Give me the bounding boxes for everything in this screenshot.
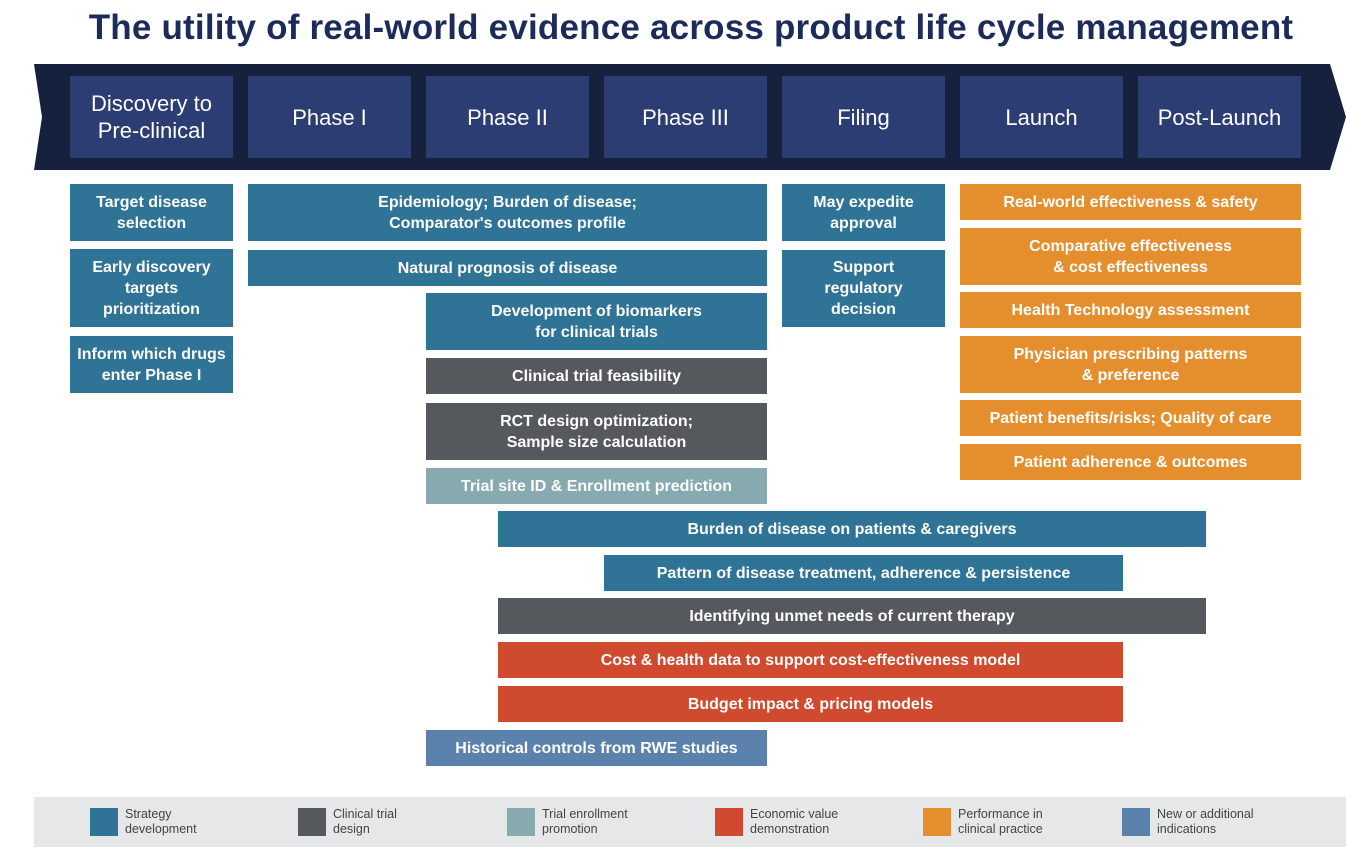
box-inform-drugs: Inform which drugs enter Phase I	[70, 336, 233, 393]
box-patient-benefits: Patient benefits/risks; Quality of care	[960, 400, 1301, 436]
box-rw-effectiveness: Real-world effectiveness & safety	[960, 184, 1301, 220]
box-biomarkers: Development of biomarkers for clinical t…	[426, 293, 767, 350]
box-cost-health-data: Cost & health data to support cost-effec…	[498, 642, 1123, 678]
legend-swatch-enrollment	[507, 808, 535, 836]
legend-label: Strategy development	[125, 807, 197, 836]
phase-filing: Filing	[782, 76, 945, 158]
legend-item-enrollment: Trial enrollment promotion	[507, 807, 628, 836]
phase-discovery: Discovery to Pre-clinical	[70, 76, 233, 158]
box-budget-impact: Budget impact & pricing models	[498, 686, 1123, 722]
legend-swatch-economic	[715, 808, 743, 836]
legend-swatch-strategy	[90, 808, 118, 836]
box-early-discovery: Early discovery targets prioritization	[70, 249, 233, 327]
box-unmet-needs: Identifying unmet needs of current thera…	[498, 598, 1206, 634]
box-expedite-approval: May expedite approval	[782, 184, 945, 241]
legend-swatch-performance	[923, 808, 951, 836]
box-historical-controls: Historical controls from RWE studies	[426, 730, 767, 766]
box-prescribing-patterns: Physician prescribing patterns & prefere…	[960, 336, 1301, 393]
box-feasibility: Clinical trial feasibility	[426, 358, 767, 394]
legend-label: Trial enrollment promotion	[542, 807, 628, 836]
legend-swatch-new-indications	[1122, 808, 1150, 836]
page-title: The utility of real-world evidence acros…	[88, 8, 1294, 47]
phase-2: Phase II	[426, 76, 589, 158]
legend-label: Economic value demonstration	[750, 807, 839, 836]
box-hta: Health Technology assessment	[960, 292, 1301, 328]
legend-label: Performance in clinical practice	[958, 807, 1043, 836]
legend-item-strategy: Strategy development	[90, 807, 197, 836]
legend-item-performance: Performance in clinical practice	[923, 807, 1043, 836]
phase-3: Phase III	[604, 76, 767, 158]
box-epidemiology: Epidemiology; Burden of disease; Compara…	[248, 184, 767, 241]
phase-1: Phase I	[248, 76, 411, 158]
legend-label: Clinical trial design	[333, 807, 397, 836]
legend-item-economic: Economic value demonstration	[715, 807, 839, 836]
box-patient-adherence: Patient adherence & outcomes	[960, 444, 1301, 480]
box-pattern-treatment: Pattern of disease treatment, adherence …	[604, 555, 1123, 591]
box-rct-design: RCT design optimization; Sample size cal…	[426, 403, 767, 460]
legend-swatch-clinical	[298, 808, 326, 836]
legend-label: New or additional indications	[1157, 807, 1254, 836]
box-comparative-effectiveness: Comparative effectiveness & cost effecti…	[960, 228, 1301, 285]
box-regulatory-decision: Support regulatory decision	[782, 250, 945, 327]
box-target-disease: Target disease selection	[70, 184, 233, 241]
legend-item-clinical: Clinical trial design	[298, 807, 397, 836]
phase-post-launch: Post-Launch	[1138, 76, 1301, 158]
phase-launch: Launch	[960, 76, 1123, 158]
box-trial-site: Trial site ID & Enrollment prediction	[426, 468, 767, 504]
box-burden-caregivers: Burden of disease on patients & caregive…	[498, 511, 1206, 547]
legend: Strategy development Clinical trial desi…	[34, 797, 1346, 847]
legend-item-new-indications: New or additional indications	[1122, 807, 1254, 836]
box-natural-prognosis: Natural prognosis of disease	[248, 250, 767, 286]
